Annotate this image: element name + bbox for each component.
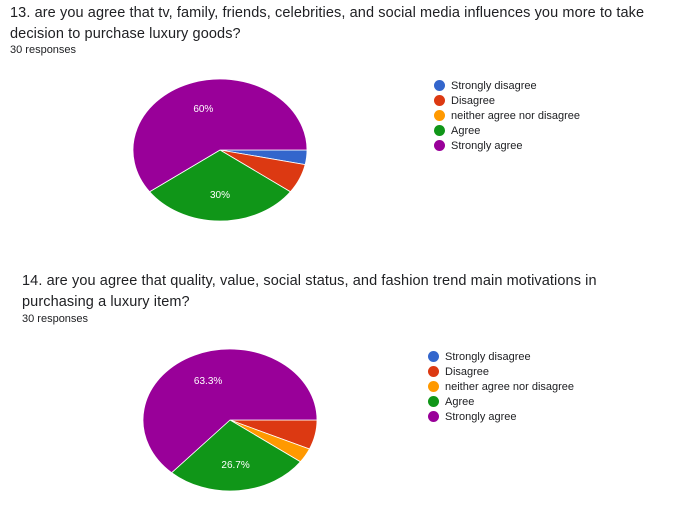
q14-legend-swatch-disagree xyxy=(428,366,439,377)
q14-legend-label-agree: Agree xyxy=(445,395,475,408)
q13-legend-item-neither-agree-nor-disagree[interactable]: neither agree nor disagree xyxy=(434,108,580,123)
question-13-legend: Strongly disagree Disagree neither agree n… xyxy=(434,78,580,153)
q13-data-label-strongly-agree: 60% xyxy=(193,104,213,115)
q14-data-label-strongly-agree: 63.3% xyxy=(194,376,222,387)
q14-legend-label-disagree: Disagree xyxy=(445,365,490,378)
q14-legend-label-strongly-agree: Strongly agree xyxy=(445,410,517,423)
q13-legend-swatch-agree xyxy=(434,125,445,136)
q13-legend-swatch-strongly-disagree xyxy=(434,80,445,91)
q14-legend-item-strongly-agree[interactable]: Strongly agree xyxy=(428,409,574,424)
q13-legend-swatch-disagree xyxy=(434,95,445,106)
q13-legend-item-strongly-agree[interactable]: Strongly agree xyxy=(434,138,580,153)
q14-slice-strongly-agree[interactable] xyxy=(142,348,318,474)
question-13-title: 13. are you agree that tv, family, frien… xyxy=(10,5,645,42)
q13-legend-label-agree: Agree xyxy=(451,124,481,137)
q13-legend-swatch-neither-agree-nor-disagree xyxy=(434,110,445,121)
q13-data-label-agree: 30% xyxy=(210,190,230,201)
q14-legend-swatch-strongly-disagree xyxy=(428,351,439,362)
q14-legend-label-neither-agree-nor-disagree: neither agree nor disagree xyxy=(445,380,575,393)
question-13-response-count: 30 responses xyxy=(10,44,77,56)
q14-legend-item-strongly-disagree[interactable]: Strongly disagree xyxy=(428,349,574,364)
q14-data-label-agree: 26.7% xyxy=(221,460,249,471)
q14-legend-swatch-strongly-agree xyxy=(428,411,439,422)
q13-legend-item-strongly-disagree[interactable]: Strongly disagree xyxy=(434,78,580,93)
q13-slice-strongly-agree[interactable] xyxy=(132,78,308,193)
q13-legend-item-disagree[interactable]: Disagree xyxy=(434,93,580,108)
q14-legend-item-neither-agree-nor-disagree[interactable]: neither agree nor disagree xyxy=(428,379,574,394)
q13-legend-item-agree[interactable]: Agree xyxy=(434,123,580,138)
q14-slice-agree[interactable] xyxy=(171,419,302,492)
question-14-legend: Strongly disagree Disagree neither agree n… xyxy=(428,349,574,424)
q13-legend-swatch-strongly-agree xyxy=(434,140,445,151)
q14-legend-item-agree[interactable]: Agree xyxy=(428,394,574,409)
q13-legend-label-neither-agree-nor-disagree: neither agree nor disagree xyxy=(451,109,581,122)
q13-slice-agree[interactable] xyxy=(148,149,292,222)
question-13-pie-chart: 30% 60% xyxy=(132,78,308,222)
q13-legend-label-strongly-agree: Strongly agree xyxy=(451,139,523,152)
q13-legend-label-disagree: Disagree xyxy=(451,94,496,107)
question-14-title: 14. are you agree that quality, value, s… xyxy=(22,273,597,310)
q13-legend-label-strongly-disagree: Strongly disagree xyxy=(451,79,537,92)
q14-legend-item-disagree[interactable]: Disagree xyxy=(428,364,574,379)
question-14-pie-chart: 26.7% 63.3% xyxy=(142,348,318,492)
q14-legend-swatch-neither-agree-nor-disagree xyxy=(428,381,439,392)
question-14-response-count: 30 responses xyxy=(22,313,89,325)
q14-legend-label-strongly-disagree: Strongly disagree xyxy=(445,350,531,363)
q14-legend-swatch-agree xyxy=(428,396,439,407)
